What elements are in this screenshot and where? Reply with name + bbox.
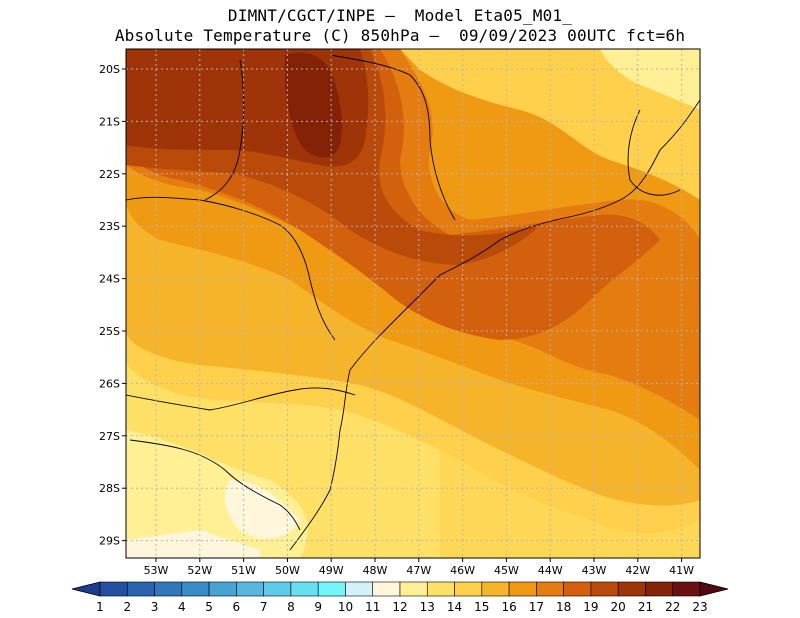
colorbar-label: 4: [178, 600, 186, 614]
colorbar-label: 22: [665, 600, 680, 614]
colorbar-swatch: [345, 581, 374, 597]
lon-label: 53W: [144, 564, 169, 577]
longitude-axis: 53W 52W 51W 50W 49W 48W 47W 46W 45W 44W 43W 42W 41W: [144, 558, 694, 577]
colorbar-label: 17: [529, 600, 544, 614]
parana-border: [126, 196, 336, 341]
borders: [126, 54, 700, 551]
chart-title-line2: Absolute Temperature (C) 850hPa – 09/09/…: [114, 26, 686, 45]
colorbar-label: 10: [338, 600, 353, 614]
lon-label: 42W: [625, 564, 650, 577]
colorbar-arrow-high: [699, 581, 729, 597]
colorbar-swatch: [508, 581, 537, 597]
colorbar-arrow-low: [71, 581, 101, 597]
chart-title-line1: DIMNT/CGCT/INPE – Model Eta05_M01_: [227, 6, 573, 25]
field-core-22: [285, 52, 342, 158]
colorbar-label: 8: [287, 600, 295, 614]
espirito-santo-border: [627, 109, 681, 196]
colorbar-label: 13: [420, 600, 435, 614]
lon-label: 43W: [582, 564, 607, 577]
field-northeast-palest: [600, 49, 700, 110]
field-northeast-light: [400, 49, 700, 200]
colorbar-label: 6: [233, 600, 241, 614]
colorbar-label: 1: [96, 600, 104, 614]
colorbar-label: 5: [205, 600, 213, 614]
colorbar-label: 14: [447, 600, 462, 614]
lon-label: 47W: [406, 564, 431, 577]
colorbar-swatch: [563, 581, 592, 597]
coastline: [289, 99, 700, 551]
field-offshore-tongue: [440, 440, 700, 558]
colorbar-swatch: [590, 581, 619, 597]
colorbar-label: 23: [692, 600, 707, 614]
lat-label: 24S: [99, 273, 120, 286]
colorbar-swatch: [372, 581, 401, 597]
colorbar-swatch: [208, 581, 237, 597]
colorbar-swatch: [536, 581, 564, 597]
colorbar-swatch: [426, 581, 455, 597]
colorbar-label: 3: [151, 600, 159, 614]
colorbar: 1 2 3 4 5 6 7 8 9 10 11 12 13 14 15 16 17 18 19 20 21 22 23: [71, 581, 729, 614]
lon-label: 41W: [669, 564, 694, 577]
colorbar-label: 20: [611, 600, 626, 614]
lat-label: 20S: [99, 63, 120, 76]
lat-label: 27S: [99, 430, 120, 443]
colorbar-label: 12: [392, 600, 407, 614]
lon-label: 49W: [319, 564, 344, 577]
colorbar-label: 19: [583, 600, 598, 614]
lat-label: 26S: [99, 377, 120, 390]
lat-label: 22S: [99, 168, 120, 181]
colorbar-label: 2: [123, 600, 131, 614]
lat-label: 28S: [99, 482, 120, 495]
santa-catarina-border: [126, 387, 356, 411]
colorbar-label: 9: [314, 600, 322, 614]
minas-border: [329, 54, 456, 221]
latitude-axis: 20S 21S 22S 23S 24S 25S 26S 27S 28S 29S: [99, 63, 126, 548]
grid-lines: [126, 49, 700, 558]
colorbar-swatch: [481, 581, 510, 597]
lat-label: 21S: [99, 115, 120, 128]
colorbar-label: 7: [260, 600, 268, 614]
lat-label: 25S: [99, 325, 120, 338]
colorbar-label: 11: [365, 600, 380, 614]
lon-label: 50W: [275, 564, 300, 577]
colorbar-swatch: [126, 581, 155, 597]
lon-label: 52W: [187, 564, 212, 577]
colorbar-swatch: [154, 581, 183, 597]
colorbar-label: 21: [638, 600, 653, 614]
lon-label: 51W: [231, 564, 256, 577]
colorbar-swatch: [645, 581, 674, 597]
colorbar-swatch: [672, 581, 701, 597]
colorbar-swatch: [263, 581, 292, 597]
colorbar-label: 16: [501, 600, 516, 614]
lat-label: 23S: [99, 220, 120, 233]
colorbar-swatch: [617, 581, 646, 597]
colorbar-swatch: [399, 581, 428, 597]
lon-label: 48W: [363, 564, 388, 577]
colorbar-swatch: [454, 581, 483, 597]
lat-label: 29S: [99, 535, 120, 548]
temperature-field: [126, 49, 700, 558]
colorbar-swatch: [236, 581, 264, 597]
map-frame: [125, 48, 701, 559]
colorbar-label: 18: [556, 600, 571, 614]
colorbar-swatch: [99, 581, 128, 597]
colorbar-label: 15: [474, 600, 489, 614]
rio-grande-border: [129, 439, 301, 531]
colorbar-swatch: [181, 581, 210, 597]
lon-label: 45W: [494, 564, 519, 577]
lon-label: 44W: [538, 564, 563, 577]
field-palest-bottom: [126, 530, 260, 558]
colorbar-swatch: [317, 581, 346, 597]
lon-label: 46W: [450, 564, 475, 577]
colorbar-swatch: [290, 581, 319, 597]
mato-grosso-border: [204, 59, 245, 201]
